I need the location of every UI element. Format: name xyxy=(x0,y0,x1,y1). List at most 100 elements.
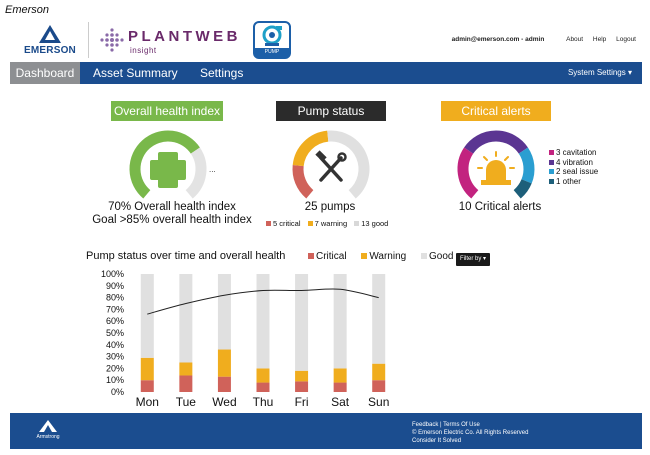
plantweb-dots-icon xyxy=(100,28,124,52)
y-tick-label: 0% xyxy=(111,387,124,397)
emerson-logo[interactable]: EMERSON xyxy=(20,24,80,58)
legend-swatch xyxy=(549,169,554,174)
bar-critical xyxy=(179,375,193,392)
legend-critical: 5 critical xyxy=(266,219,301,228)
legend-swatch xyxy=(308,253,314,259)
legend-swatch xyxy=(361,253,368,259)
armstrong-logo-icon xyxy=(39,420,57,432)
legend-label: 7 warning xyxy=(314,219,348,228)
plantweb-logo: PLANTWEB insight xyxy=(98,26,248,56)
emerson-logo-icon xyxy=(39,25,61,43)
bar-good xyxy=(256,274,270,369)
critical-alerts-title: Critical alerts xyxy=(441,101,551,121)
x-tick-label: Fri xyxy=(295,395,309,408)
bar-warning xyxy=(256,368,270,383)
legend-swatch xyxy=(307,221,313,226)
tab-settings[interactable]: Settings xyxy=(200,66,244,80)
product-subtitle: insight xyxy=(130,46,157,55)
pump-status-gauge-segment xyxy=(327,130,370,199)
health-plus-icon xyxy=(150,152,186,188)
legend-label: 5 critical xyxy=(273,219,301,228)
logout-link[interactable]: Logout xyxy=(616,36,636,43)
pump-status-legend: 5 critical 7 warning 13 good xyxy=(266,219,393,228)
help-link[interactable]: Help xyxy=(592,36,607,43)
health-gauge-segment xyxy=(185,147,207,199)
critical-alerts-gauge-segment xyxy=(518,147,535,184)
y-tick-label: 90% xyxy=(106,281,124,291)
about-link[interactable]: About xyxy=(566,36,584,43)
health-more-indicator[interactable]: ... xyxy=(209,165,216,174)
legend-label: 3 cavitation xyxy=(556,148,597,157)
y-tick-label: 50% xyxy=(106,328,124,338)
critical-alerts-gauge-segment xyxy=(464,130,528,154)
y-tick-label: 70% xyxy=(106,304,124,314)
x-tick-label: Tue xyxy=(176,395,197,408)
pump-status-gauge-segment xyxy=(292,130,329,167)
critical-alerts-legend: 3 cavitation 4 vibration 2 seal issue 1 … xyxy=(549,148,598,186)
legend-label: 2 seal issue xyxy=(556,167,599,176)
footer-tagline: Consider It Solved xyxy=(412,438,462,444)
legend-swatch xyxy=(549,178,554,184)
critical-alerts-text: 10 Critical alerts xyxy=(458,201,542,213)
y-tick-label: 30% xyxy=(106,352,124,362)
tab-dashboard[interactable]: Dashboard xyxy=(10,62,80,84)
legend-swatch xyxy=(549,150,554,155)
footer-feedback-terms[interactable]: Feedback | Terms Of Use xyxy=(412,422,480,428)
health-gauge[interactable] xyxy=(127,128,209,202)
legend-swatch xyxy=(266,221,271,226)
tab-asset-summary[interactable]: Asset Summary xyxy=(93,66,178,80)
legend-label: Good xyxy=(429,251,454,262)
y-tick-label: 100% xyxy=(101,269,124,279)
critical-alerts-panel: Critical alerts xyxy=(441,101,561,121)
image-caption: Emerson xyxy=(5,4,50,16)
bar-critical xyxy=(372,380,386,392)
legend-seal-issue: 2 seal issue xyxy=(549,167,598,177)
user-account[interactable]: admin@emerson.com - admin xyxy=(451,36,545,43)
health-gauge-segment xyxy=(129,130,200,199)
legend-swatch xyxy=(421,253,427,259)
pump-status-gauge-segment xyxy=(292,164,314,199)
product-name: PLANTWEB xyxy=(128,28,241,45)
bar-warning xyxy=(179,362,193,376)
bar-warning xyxy=(333,368,347,383)
bar-critical xyxy=(217,376,231,392)
trend-chart-title: Pump status over time and overall health xyxy=(86,250,286,262)
y-tick-label: 80% xyxy=(106,293,124,303)
pump-status-title: Pump status xyxy=(276,101,386,121)
legend-swatch xyxy=(549,159,554,165)
critical-alerts-gauge-arcs xyxy=(457,130,535,199)
footer-links: Feedback | Terms Of Use © Emerson Electr… xyxy=(412,421,528,445)
legend-other: 1 other xyxy=(549,177,598,187)
bar-good xyxy=(217,274,231,350)
pump-count-text: 25 pumps xyxy=(304,201,356,213)
trend-legend-critical: Critical xyxy=(308,251,347,262)
app-header: EMERSON PLANTWEB insight PUMP admin@emer… xyxy=(10,20,642,62)
bar-warning xyxy=(217,349,231,377)
legend-vibration: 4 vibration xyxy=(549,158,598,168)
x-tick-label: Thu xyxy=(253,395,274,408)
legend-good: 13 good xyxy=(354,219,388,228)
system-settings-menu[interactable]: System Settings ▾ xyxy=(567,68,632,77)
health-gauge-arcs xyxy=(129,130,207,199)
pump-icon xyxy=(262,25,282,46)
bar-good xyxy=(372,274,386,364)
armstrong-logo[interactable]: Armstrong xyxy=(28,420,68,440)
pump-app-icon[interactable]: PUMP xyxy=(253,21,291,59)
y-tick-label: 40% xyxy=(106,340,124,350)
legend-warning: 7 warning xyxy=(307,219,348,228)
filter-by-dropdown[interactable]: Filter by ▾ xyxy=(456,253,491,266)
bar-critical xyxy=(333,382,347,392)
legend-swatch xyxy=(354,221,360,226)
emerson-wordmark: EMERSON xyxy=(24,45,76,56)
x-tick-label: Sun xyxy=(368,395,389,408)
legend-cavitation: 3 cavitation xyxy=(549,148,598,158)
health-trend-line xyxy=(147,288,379,315)
pump-status-gauge[interactable] xyxy=(290,128,372,202)
legend-label: 4 vibration xyxy=(556,157,593,167)
health-summary: 70% Overall health index Goal >85% overa… xyxy=(82,201,262,227)
x-tick-label: Sat xyxy=(331,395,350,408)
critical-alerts-gauge-segment xyxy=(457,147,479,199)
critical-alerts-gauge[interactable] xyxy=(455,128,537,202)
armstrong-wordmark: Armstrong xyxy=(36,434,60,440)
trend-legend-warning: Warning xyxy=(361,251,406,262)
